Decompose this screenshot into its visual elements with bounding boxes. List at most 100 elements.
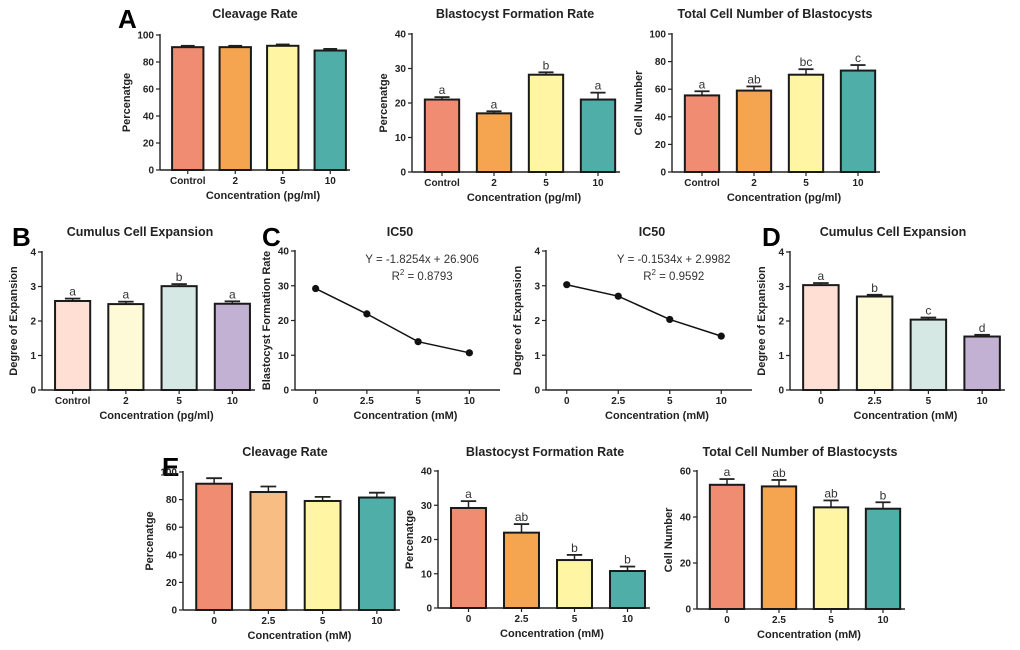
bar (266, 44, 300, 171)
x-tick-label: 10 (622, 614, 634, 625)
y-tick-label: 3 (534, 281, 540, 292)
y-tick-label: 1 (30, 351, 36, 362)
bar (855, 295, 894, 392)
x-tick-label: 5 (926, 396, 932, 407)
y-tick-label: 0 (534, 386, 540, 397)
chart-e2: Blastocyst Formation Rate 0 10 20 30 40 Percen… (404, 445, 650, 640)
bar (708, 483, 746, 610)
chart-title: Total Cell Number of Blastocysts (678, 7, 873, 21)
bar (218, 46, 252, 171)
x-tick-label: Control (55, 396, 91, 407)
chart-title: IC50 (639, 225, 665, 239)
x-tick-label: 0 (313, 396, 319, 407)
y-tick-label: 40 (143, 112, 155, 123)
y-axis-label: Percenatge (404, 510, 416, 569)
x-axis-label: Concentration (pg/ml) (467, 192, 582, 204)
y-tick-label: 10 (421, 569, 433, 580)
y-tick-label: 80 (166, 495, 178, 506)
x-tick-label: 10 (227, 396, 239, 407)
bar (357, 496, 396, 611)
y-tick-label: 60 (655, 85, 667, 96)
panel-letter-c: C (262, 222, 281, 252)
significance-letter: b (543, 58, 550, 72)
bar (760, 485, 798, 610)
significance-letter: b (880, 488, 887, 502)
y-tick-label: 40 (395, 30, 407, 41)
x-tick-label: 10 (977, 396, 989, 407)
x-tick-label: 10 (592, 178, 604, 189)
y-tick-label: 80 (143, 58, 155, 69)
data-point (666, 315, 674, 324)
x-axis-label: Concentration (mM) (500, 628, 604, 640)
significance-letter: b (624, 553, 631, 567)
y-tick-label: 1 (534, 351, 540, 362)
y-axis-label: Degree of Expansion (756, 266, 768, 376)
significance-letter: ab (515, 510, 529, 524)
chart-e1: E Cleavage Rate020406080100PercenatgeConc… (144, 445, 400, 642)
x-tick-label: 10 (852, 178, 864, 189)
y-tick-label: 3 (30, 282, 36, 293)
bar (735, 89, 773, 173)
x-tick-label: 10 (877, 615, 889, 626)
y-tick-label: 60 (143, 85, 155, 96)
significance-letter: a (699, 77, 706, 91)
y-tick-label: 100 (160, 468, 177, 479)
y-tick-label: 20 (166, 578, 178, 589)
y-tick-label: 100 (649, 30, 666, 41)
x-tick-label: 10 (325, 176, 337, 187)
significance-letter: c (855, 51, 861, 65)
significance-letter: b (571, 541, 578, 555)
bar (107, 303, 145, 391)
x-tick-label: 0 (818, 396, 824, 407)
regression-equation: Y = -1.8254x + 26.906 (365, 254, 479, 266)
x-tick-label: 2 (491, 178, 497, 189)
bar (683, 94, 721, 173)
bar (303, 499, 342, 612)
x-tick-label: 2.5 (868, 396, 882, 407)
bar (812, 506, 850, 610)
x-tick-label: 5 (667, 396, 673, 407)
y-tick-label: 20 (421, 535, 433, 546)
y-tick-label: 30 (395, 64, 407, 75)
x-tick-label: Control (684, 178, 720, 189)
x-tick-label: 2.5 (611, 396, 625, 407)
chart-title: Blastocyst Formation Rate (436, 7, 594, 21)
y-tick-label: 0 (685, 605, 691, 616)
y-tick-label: 60 (166, 523, 178, 534)
x-tick-label: Control (424, 178, 460, 189)
y-tick-label: 20 (143, 139, 155, 150)
x-tick-label: 2 (123, 396, 129, 407)
data-point (563, 281, 571, 289)
x-axis-label: Concentration (mM) (248, 630, 352, 642)
y-tick-label: 30 (421, 501, 433, 512)
y-tick-label: 0 (283, 386, 289, 397)
x-axis-label: Concentration (mM) (757, 629, 861, 641)
y-tick-label: 0 (148, 166, 154, 177)
x-tick-label: 0 (564, 396, 570, 407)
panel-letter-a: A (118, 4, 137, 34)
x-tick-label: 5 (803, 178, 809, 189)
y-tick-label: 10 (278, 351, 290, 362)
y-tick-label: 40 (680, 513, 692, 524)
x-tick-label: 2 (232, 176, 238, 187)
bar (864, 507, 902, 610)
x-tick-label: 5 (176, 396, 182, 407)
significance-letter: ab (824, 486, 838, 500)
chart-title: Blastocyst Formation Rate (466, 445, 624, 459)
x-tick-label: 5 (320, 616, 326, 627)
x-tick-label: 2.5 (772, 615, 786, 626)
x-tick-label: 10 (464, 396, 476, 407)
data-point (363, 310, 371, 318)
data-point (614, 292, 622, 300)
x-tick-label: 5 (415, 396, 421, 407)
y-tick-label: 20 (395, 99, 407, 110)
y-tick-label: 2 (30, 317, 36, 328)
data-point (717, 332, 725, 340)
panel-letter-e: E (162, 452, 179, 482)
significance-letter: a (123, 288, 130, 302)
y-tick-label: 4 (778, 248, 784, 259)
x-tick-label: 2.5 (515, 614, 529, 625)
chart-title: IC50 (387, 225, 413, 239)
y-axis-label: Percenatge (121, 73, 133, 132)
